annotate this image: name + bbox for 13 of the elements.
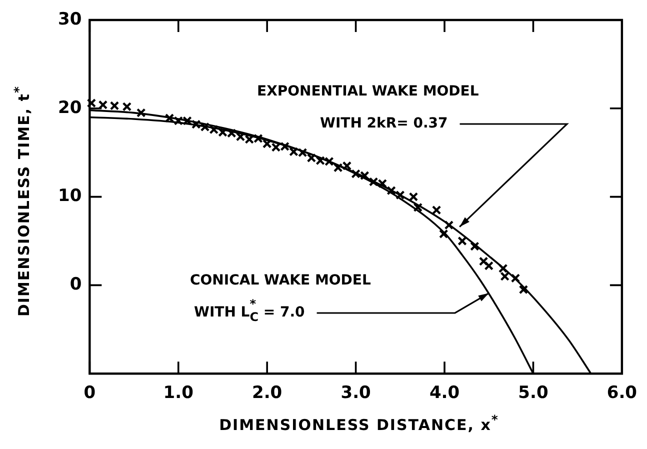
y-tick-label: 30 bbox=[58, 9, 82, 30]
x-tick-label: 6.0 bbox=[606, 383, 638, 404]
x-tick-label: 5.0 bbox=[518, 383, 548, 404]
x-tick-label: 4.0 bbox=[429, 383, 460, 404]
y-tick-label: 0 bbox=[70, 274, 82, 295]
x-tick-label: 1.0 bbox=[163, 383, 194, 404]
x-tick-label: 2.0 bbox=[252, 383, 282, 404]
y-tick-label: 10 bbox=[58, 186, 82, 206]
x-tick-label: 0 bbox=[84, 383, 96, 404]
x-axis-title: DIMENSIONLESS DISTANCE, x$^{*}$ bbox=[218, 412, 500, 434]
x-tick-label: 3.0 bbox=[340, 383, 372, 404]
annotation: EXPONENTIAL WAKE MODEL WITH 2kR= 0.37 bbox=[257, 84, 479, 132]
y-tick-label: 20 bbox=[58, 98, 82, 118]
